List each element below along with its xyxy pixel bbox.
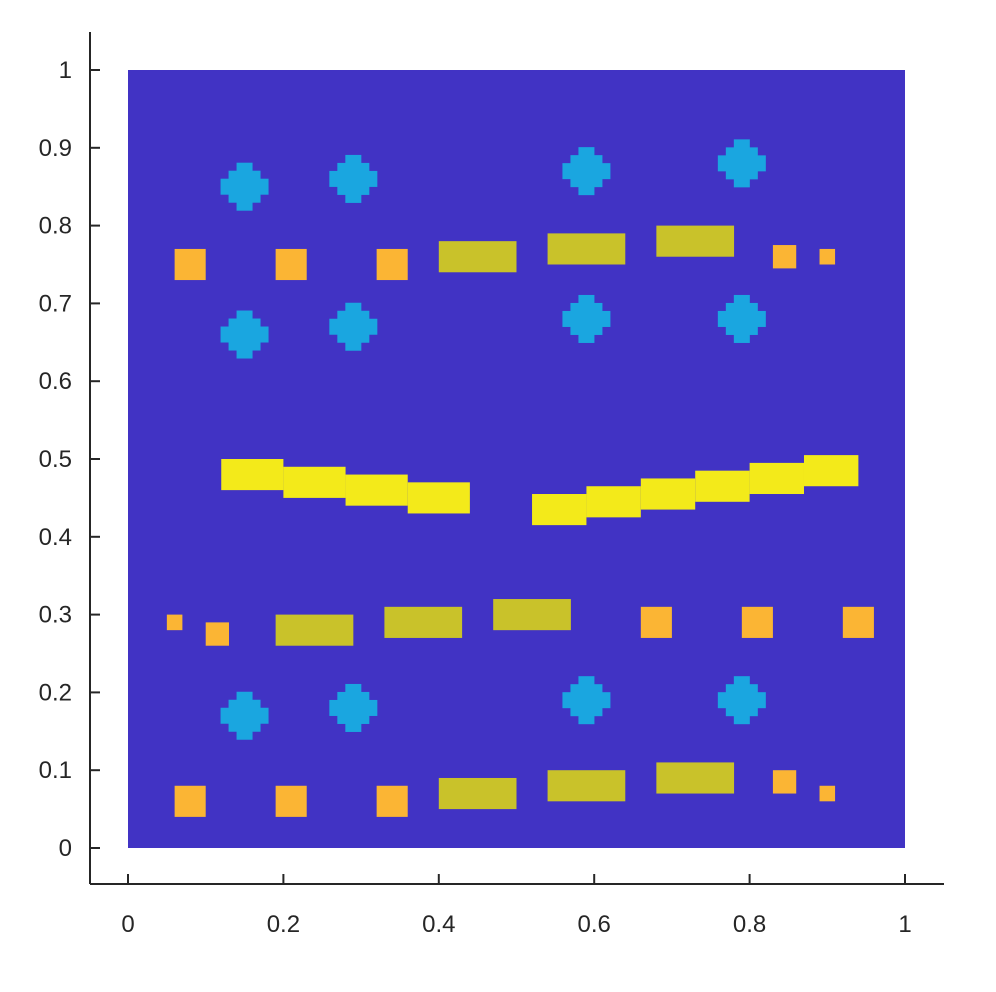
channel-segment — [407, 482, 470, 514]
y-tick-label: 0.9 — [39, 135, 72, 162]
inclusion-square — [376, 785, 408, 817]
x-axis-ticks: 0 0.2 0.4 0.6 0.8 1 — [121, 874, 912, 938]
inclusion-square — [741, 606, 773, 638]
x-tick-label: 0.4 — [422, 911, 455, 938]
inclusion-circle — [329, 154, 378, 203]
inclusion-square — [819, 785, 836, 802]
channel-segment — [695, 470, 750, 502]
channel-segment — [586, 486, 641, 518]
channel-segment — [283, 466, 346, 498]
channel-segment — [749, 462, 804, 495]
inclusion-square — [819, 248, 836, 265]
inclusion-bar — [547, 233, 626, 265]
inclusion-bar — [384, 606, 463, 638]
inclusion-square — [772, 245, 797, 269]
x-tick-label: 1 — [898, 911, 911, 938]
inclusion-circle — [220, 310, 269, 359]
x-tick-label: 0.6 — [578, 911, 611, 938]
y-tick-label: 0.4 — [39, 524, 72, 551]
x-tick-label: 0.8 — [733, 911, 766, 938]
y-tick-label: 1 — [59, 57, 72, 84]
inclusion-square — [772, 770, 797, 794]
inclusion-bar — [656, 225, 735, 257]
y-tick-label: 0.2 — [39, 679, 72, 706]
inclusion-square — [640, 606, 672, 638]
inclusion-circle — [717, 139, 766, 188]
inclusion-circle — [717, 294, 766, 343]
inclusion-square — [205, 622, 230, 646]
x-tick-label: 0.2 — [267, 911, 300, 938]
inclusion-square — [376, 248, 408, 281]
inclusion-square — [275, 248, 307, 281]
channel-segment — [532, 494, 587, 526]
channel-segment — [803, 455, 859, 487]
inclusion-circle — [562, 147, 611, 196]
y-tick-label: 0.5 — [39, 446, 72, 473]
plot-marks — [166, 139, 874, 817]
y-tick-label: 0.6 — [39, 368, 72, 395]
inclusion-square — [842, 606, 874, 638]
channel-segment — [221, 459, 284, 491]
y-tick-label: 0.3 — [39, 602, 72, 629]
y-tick-label: 0 — [59, 835, 72, 862]
inclusion-square — [275, 785, 307, 817]
inclusion-circle — [562, 676, 611, 725]
inclusion-bar — [547, 770, 626, 802]
axes: 0 0.2 0.4 0.6 0.8 1 0 0.1 0.2 0.3 0.4 0.5 0.6 0.7 0.8… — [39, 32, 944, 938]
inclusion-bar — [493, 599, 571, 631]
inclusion-circle — [220, 162, 269, 211]
y-tick-label: 0.7 — [39, 290, 72, 317]
inclusion-circle — [329, 683, 378, 732]
inclusion-square — [166, 614, 183, 631]
inclusion-circle — [220, 691, 269, 740]
x-tick-label: 0 — [121, 911, 134, 938]
inclusion-bar — [438, 777, 517, 810]
inclusion-square — [174, 248, 206, 281]
y-tick-label: 0.8 — [39, 213, 72, 240]
inclusion-bar — [275, 614, 354, 646]
inclusion-circle — [329, 302, 378, 351]
channel-segment — [345, 474, 408, 506]
inclusion-circle — [717, 676, 766, 725]
channel-segment — [640, 478, 696, 510]
inclusion-bar — [656, 762, 735, 794]
inclusion-square — [174, 785, 206, 817]
y-axis-ticks: 0 0.1 0.2 0.3 0.4 0.5 0.6 0.7 0.8 0.9 1 — [39, 57, 100, 862]
y-tick-label: 0.1 — [39, 757, 72, 784]
inclusion-circle — [562, 294, 611, 343]
inclusion-bar — [438, 241, 517, 273]
